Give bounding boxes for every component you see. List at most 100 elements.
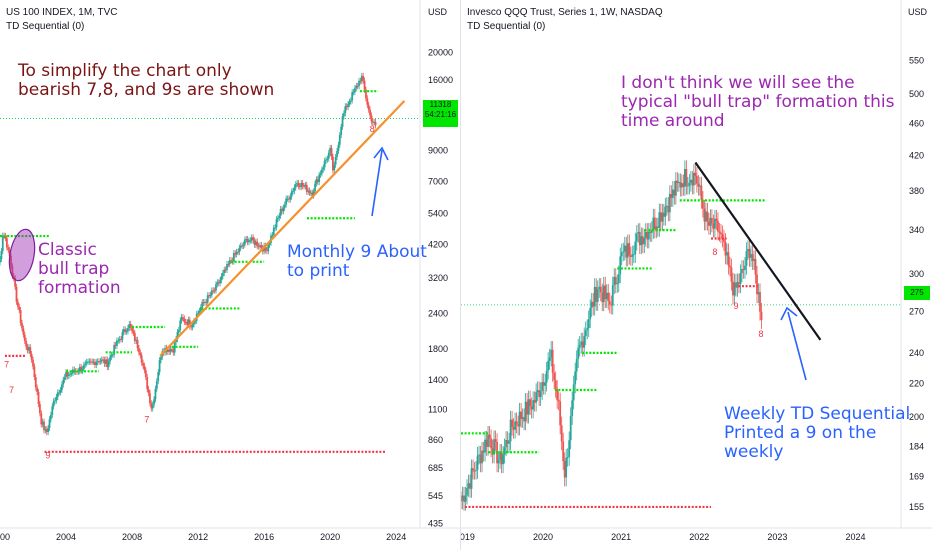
price-candle <box>11 266 14 277</box>
price-candle <box>243 239 246 245</box>
price-candle <box>116 340 118 346</box>
price-candle <box>500 452 503 465</box>
price-candle <box>67 374 70 377</box>
price-candle <box>38 404 41 414</box>
price-candle <box>228 260 231 265</box>
price-candle <box>587 319 590 329</box>
price-candle <box>232 253 235 262</box>
price-candle <box>658 212 661 228</box>
price-candle <box>12 276 15 279</box>
price-candle <box>668 193 671 213</box>
price-candle <box>637 231 640 234</box>
price-candle <box>551 349 554 373</box>
price-candle <box>662 212 665 217</box>
price-candle <box>711 217 713 224</box>
price-candle <box>333 164 336 171</box>
price-candle <box>545 370 548 383</box>
price-candle <box>65 372 67 378</box>
price-candle <box>608 301 611 305</box>
td-count-label: 7 <box>144 414 149 424</box>
x-tick-label: 2020 <box>533 532 553 542</box>
price-candle <box>70 373 73 375</box>
price-candle <box>96 361 99 363</box>
price-candle <box>308 190 311 193</box>
price-candle <box>565 457 568 478</box>
y-tick-label: 5400 <box>428 209 448 219</box>
price-candle <box>632 254 635 256</box>
price-candle <box>78 366 81 372</box>
price-candle <box>1 235 4 252</box>
price-candle <box>205 301 208 303</box>
x-tick-label: 2008 <box>122 532 142 542</box>
price-candle <box>509 419 512 442</box>
indicator-legend[interactable]: TD Sequential (0) <box>467 21 546 32</box>
price-candle <box>664 206 667 217</box>
td-count-label: 8 <box>712 247 717 257</box>
price-candle <box>150 403 153 409</box>
price-candle <box>69 373 72 375</box>
bull-trap-highlight <box>8 228 36 282</box>
price-candle <box>191 324 194 328</box>
price-candle <box>139 352 142 356</box>
price-candle <box>467 483 470 488</box>
price-candle <box>25 340 28 347</box>
price-candle <box>652 217 655 230</box>
price-candle <box>721 234 724 239</box>
price-candle <box>43 421 45 431</box>
price-candle <box>201 302 204 308</box>
price-candle <box>103 359 106 364</box>
price-candle <box>327 152 330 159</box>
price-candle <box>655 226 658 230</box>
price-candle <box>677 182 680 184</box>
price-candle <box>279 208 282 216</box>
price-candle <box>355 85 358 89</box>
y-tick-label: 545 <box>428 491 443 501</box>
price-candle <box>665 205 668 207</box>
price-candle <box>685 169 688 186</box>
price-candle <box>329 147 332 153</box>
nasdaq-monthly-chart[interactable]: 435 545 685 860 1100 1400 1800 2400 3200 4200 5400… <box>0 0 460 550</box>
y-tick-label: 220 <box>909 379 924 389</box>
price-candle <box>188 319 191 327</box>
price-candle <box>628 243 631 256</box>
price-candle <box>48 419 51 428</box>
price-candle <box>482 450 485 453</box>
price-candle <box>476 455 479 470</box>
price-candle <box>599 286 602 293</box>
qqq-weekly-chart[interactable]: 155 169 184 200 220 240 270 300 340 380 420 460 500 5… <box>461 0 932 550</box>
x-tick-label: 2021 <box>611 532 631 542</box>
price-candle <box>217 282 220 284</box>
price-candle <box>87 361 89 363</box>
weekly-arrow-head <box>780 306 798 321</box>
price-candle <box>256 241 259 247</box>
price-candle <box>695 175 698 184</box>
price-candle <box>246 238 249 243</box>
price-candle <box>224 269 227 271</box>
price-candle <box>83 364 85 369</box>
price-candle <box>206 295 209 303</box>
price-candle <box>121 332 124 340</box>
price-candle <box>490 438 492 449</box>
x-tick-label: 2019 <box>461 532 475 542</box>
y-tick-label: 240 <box>909 348 924 358</box>
price-candle <box>659 212 662 222</box>
price-candle <box>278 215 281 218</box>
price-candle <box>49 414 52 420</box>
price-candle <box>29 347 32 355</box>
price-candle <box>373 121 376 123</box>
price-candle <box>166 349 169 352</box>
price-candle <box>34 377 37 388</box>
price-candle <box>550 349 553 358</box>
price-candle <box>535 392 538 403</box>
price-candle <box>81 368 84 371</box>
price-candle <box>127 328 129 332</box>
price-tag-value: 275 <box>910 288 924 297</box>
price-candle <box>242 244 245 246</box>
price-candle <box>473 470 476 472</box>
y-tick-label: 340 <box>909 225 924 235</box>
price-candle <box>30 354 33 360</box>
indicator-legend[interactable]: TD Sequential (0) <box>6 21 85 32</box>
price-candle <box>118 339 121 341</box>
price-candle <box>336 151 338 157</box>
price-candle <box>533 400 536 403</box>
